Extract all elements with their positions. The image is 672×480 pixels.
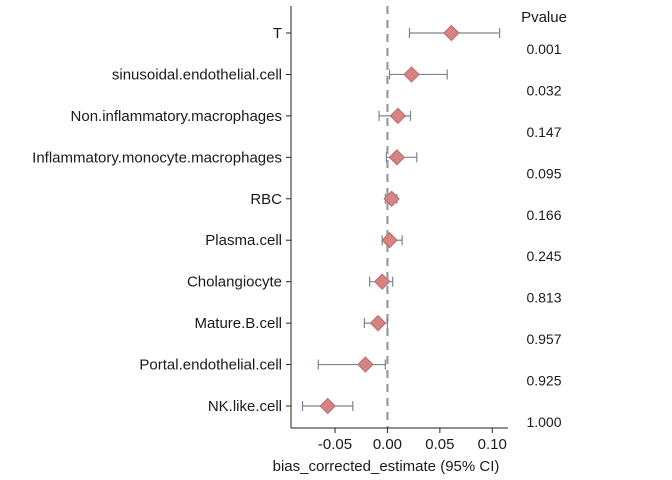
estimate-marker (389, 107, 407, 125)
estimate-marker (388, 149, 406, 166)
x-tick-label: 0.05 (425, 436, 454, 453)
marker-layer (319, 24, 460, 415)
category-label: Cholangiocyte (187, 274, 282, 291)
category-label: T (273, 25, 282, 42)
axis-layer: -0.05 0.00 0.05 0.10 (286, 6, 508, 453)
category-label: NK.like.cell (208, 398, 282, 415)
category-label: Plasma.cell (205, 232, 282, 249)
estimate-marker (319, 397, 336, 415)
estimate-marker (383, 190, 400, 207)
x-tick-label: 0.10 (478, 436, 507, 453)
category-label: sinusoidal.endothelial.cell (112, 66, 282, 83)
category-label: RBC (250, 191, 282, 208)
x-axis-title: bias_corrected_estimate (95% CI) (273, 458, 500, 475)
pvalue-header: Pvalue (521, 9, 567, 26)
pvalue-value: 0.245 (526, 248, 561, 264)
x-tick-label: -0.05 (318, 436, 352, 453)
pvalue-value: 0.095 (526, 165, 561, 181)
estimate-marker (373, 273, 391, 290)
estimate-marker (381, 232, 398, 249)
pvalue-value: 1.000 (526, 414, 561, 430)
pvalue-value: 0.147 (526, 124, 561, 140)
category-label: Non.inflammatory.macrophages (71, 108, 282, 125)
pvalue-value: 0.001 (526, 41, 561, 57)
pvalue-value: 0.166 (526, 207, 561, 223)
estimate-marker (357, 356, 374, 373)
pvalue-value: 0.925 (526, 373, 561, 389)
errorbar-layer (301, 28, 501, 411)
estimate-marker (403, 66, 420, 83)
x-tick-label: 0.00 (373, 436, 402, 453)
category-label: Portal.endothelial.cell (139, 357, 282, 374)
pvalue-column: Pvalue 0.001 0.032 0.147 0.095 0.166 0.245 0.8… (521, 9, 567, 430)
category-label: Inflammatory.monocyte.macrophages (32, 149, 282, 166)
pvalue-value: 0.813 (526, 290, 561, 306)
category-label: Mature.B.cell (194, 315, 282, 332)
estimate-marker (443, 24, 460, 42)
pvalue-value: 0.032 (526, 82, 561, 98)
pvalue-value: 0.957 (526, 331, 561, 347)
errorbar (317, 359, 386, 370)
estimate-marker (369, 314, 387, 332)
